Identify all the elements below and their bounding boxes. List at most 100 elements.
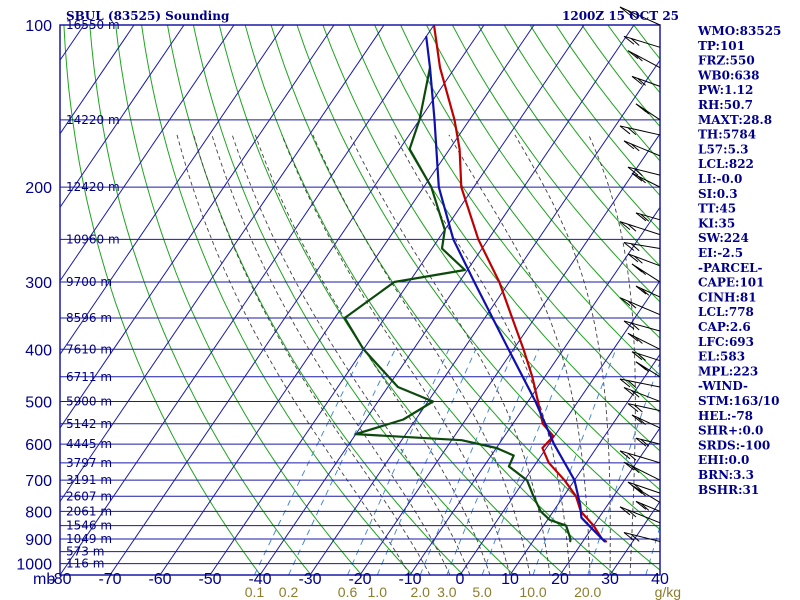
index-value: BRN:3.3 [698, 468, 754, 482]
wind-barb-shaft [623, 532, 661, 543]
wind-barb-flag [627, 300, 637, 309]
wind-barb [619, 450, 661, 464]
wind-barb-flag [637, 267, 646, 275]
temperature-trace-point [498, 281, 500, 283]
wind-barb-flag [637, 417, 646, 425]
wind-barb [619, 6, 661, 26]
dewpoint-trace-point [441, 247, 443, 250]
wind-barb-flag [627, 509, 637, 518]
moist-adiabat [231, 134, 471, 575]
wind-barb-flag [630, 389, 640, 398]
isotherm [309, 59, 660, 575]
temperature-trace-point [459, 148, 461, 150]
wind-barb [635, 285, 661, 298]
index-value: EI:-2.5 [698, 246, 743, 260]
wind-barb-flag [623, 387, 635, 396]
wind-barb-shaft [627, 166, 661, 176]
index-value: STM:163/10 [698, 394, 779, 408]
wind-barb-flag [631, 172, 643, 182]
station-title: SBUL (83525) Sounding [66, 9, 230, 23]
wind-barb [619, 125, 661, 136]
isotherm [60, 25, 135, 135]
wind-barb-flag [619, 450, 631, 460]
temperature-trace-point [542, 423, 544, 425]
height-label: 1546 m [66, 519, 112, 533]
dewpoint-trace-point [569, 538, 572, 540]
wind-barb [623, 242, 661, 252]
wind-barb-shaft [619, 450, 661, 464]
temperature-tick-label: 20 [551, 571, 569, 588]
parcel-trace-point [553, 443, 555, 445]
temperature-trace-point [453, 119, 456, 121]
temperature-tick-label: -70 [98, 571, 121, 588]
wind-barb-flag [637, 488, 646, 497]
index-value: CINH:81 [698, 290, 757, 304]
wind-barb-shaft [631, 75, 661, 87]
temperature-trace-point [511, 317, 513, 319]
wind-barb-flag [630, 533, 640, 542]
dewpoint-trace-point [549, 519, 551, 521]
mixing-ratio-label: 2.0 [410, 584, 430, 600]
mixing-ratio-line [288, 349, 396, 575]
wind-barb-flag [627, 253, 639, 263]
mixing-ratio-label: 20.0 [574, 584, 601, 600]
temperature-tick-label: 40 [651, 571, 669, 588]
dewpoint-trace-point [393, 281, 395, 283]
dewpoint-trace-point [513, 454, 515, 457]
parcel-trace-point [591, 527, 593, 529]
pressure-tick-label: 700 [25, 473, 52, 490]
index-value: RH:50.7 [698, 98, 753, 112]
plot-frame [59, 24, 661, 576]
wind-barb-flag [635, 212, 647, 222]
wind-barb [623, 532, 661, 543]
wind-barb-flag [631, 351, 643, 361]
temperature-tick-label: -30 [298, 571, 321, 588]
index-value: EHI:0.0 [698, 453, 749, 467]
dry-adiabat [167, 25, 464, 575]
wind-barb-flag [627, 10, 637, 18]
pressure-tick-label: 100 [25, 18, 52, 35]
parcel-trace-point [579, 504, 581, 506]
dewpoint-trace-point [526, 479, 528, 481]
wind-barb-flag [637, 353, 646, 361]
dry-adiabat [400, 25, 660, 376]
height-label: 9700 m [66, 275, 112, 289]
dry-adiabat [322, 25, 660, 491]
mixing-ratio-line [347, 349, 450, 575]
isotherm [259, 25, 635, 575]
isotherm [459, 279, 660, 575]
dewpoint-trace-point [362, 348, 365, 350]
height-label: 7610 m [66, 342, 112, 356]
dewpoint-trace-point [464, 269, 466, 271]
isotherm [409, 206, 660, 575]
wind-barb-flag [630, 465, 640, 474]
wind-barb-shaft [635, 500, 661, 512]
wind-barb-flag [623, 35, 635, 45]
index-value: LFC:693 [698, 335, 754, 349]
dewpoint-trace-point [495, 447, 497, 449]
wind-barb-flag [619, 221, 631, 230]
wind-barb-shaft [623, 461, 661, 481]
index-value: SW:224 [698, 231, 749, 245]
height-label: 2061 m [66, 504, 112, 518]
mixing-ratio-label: 0.1 [245, 584, 265, 600]
index-value: -WIND- [698, 379, 748, 393]
wind-barb-flag [623, 140, 635, 150]
wind-barb-flag [630, 322, 640, 331]
dry-adiabat [218, 25, 565, 575]
wind-barb-flag [637, 77, 646, 86]
height-label: 1049 m [66, 532, 112, 546]
temperature-trace-point [606, 541, 608, 543]
wind-barb-flag [634, 483, 643, 492]
height-label: 10960 m [66, 232, 120, 246]
wind-barb-shaft [631, 172, 661, 188]
height-label: 14220 m [66, 113, 120, 127]
wind-barb-flag [623, 532, 635, 541]
dry-adiabat [426, 25, 660, 339]
parcel-trace-point [604, 541, 606, 543]
temperature-tick-label: 0 [456, 571, 465, 588]
dewpoint-trace-point [444, 229, 446, 231]
parcel-trace-point [473, 281, 475, 283]
temperature-trace-point [477, 238, 479, 240]
dewpoint-trace-point [461, 439, 463, 441]
